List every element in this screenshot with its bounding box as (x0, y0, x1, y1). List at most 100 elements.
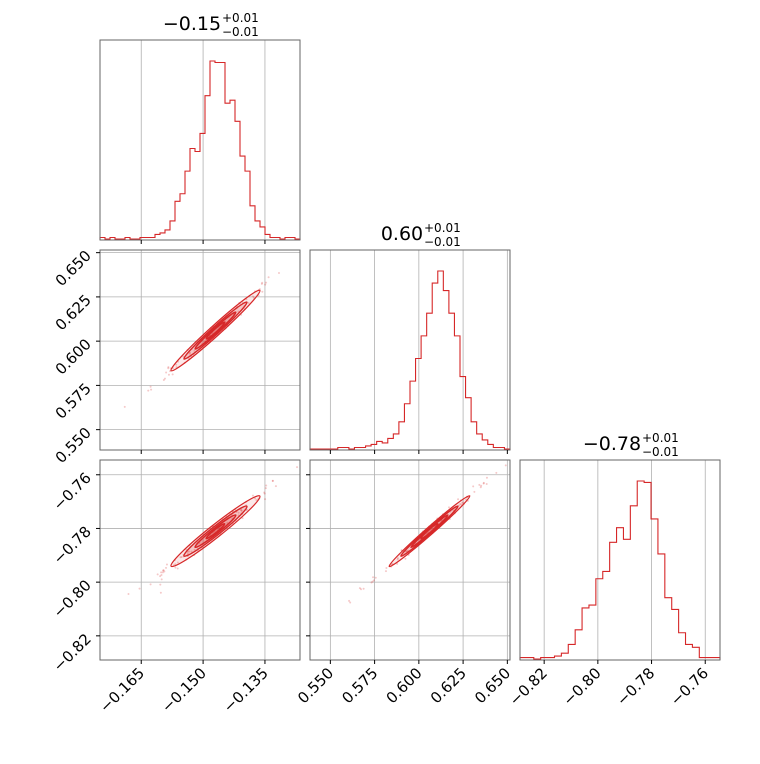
y-tick-label: −0.78 (50, 523, 95, 568)
sample-point (457, 498, 460, 501)
sample-point (163, 377, 166, 380)
sample-point (425, 532, 428, 535)
sample-point (149, 385, 152, 388)
panel-frame (99, 459, 301, 661)
density-contour (194, 514, 237, 549)
density-contour (183, 301, 248, 360)
panel-frame (99, 39, 301, 241)
sample-point (264, 487, 267, 490)
sample-point (263, 492, 266, 495)
sample-point (254, 497, 257, 500)
sample-point (263, 491, 266, 494)
sample-point (252, 295, 255, 298)
sample-point (159, 591, 162, 594)
x-tick-label: −0.150 (158, 664, 210, 716)
density-panel-1 (123, 271, 280, 408)
histogram-step-1 (99, 60, 301, 240)
sample-point (189, 351, 192, 354)
sample-point (396, 558, 399, 561)
sample-point (161, 571, 164, 574)
sample-point (188, 550, 191, 553)
sample-point (251, 494, 254, 497)
density-contour (194, 311, 237, 350)
sample-point (358, 587, 361, 590)
x-tick-label: −0.76 (667, 664, 712, 709)
sample-point (176, 561, 179, 564)
y-tick-label: 0.600 (52, 335, 95, 378)
sample-point (374, 576, 377, 579)
density-contour (388, 495, 471, 568)
y-tick-label: 0.650 (52, 247, 95, 290)
sample-point (360, 588, 363, 591)
sample-point (485, 483, 488, 486)
sample-point (261, 290, 264, 293)
density-panel-3 (348, 464, 507, 604)
sample-point (271, 480, 274, 483)
sample-point (240, 509, 243, 512)
panel-frame (309, 459, 511, 661)
sample-point (478, 483, 481, 486)
sample-point (159, 583, 162, 586)
sample-point (174, 563, 177, 566)
sample-point (179, 556, 182, 559)
sample-point (165, 371, 168, 374)
sample-point (180, 556, 183, 559)
sample-point (472, 485, 475, 488)
x-tick-label: 0.650 (471, 664, 514, 707)
sample-point (482, 482, 485, 485)
sample-point (482, 481, 485, 484)
sample-point (160, 574, 163, 577)
histogram-step-3 (519, 480, 721, 660)
sample-point (138, 587, 141, 590)
x-tick-label: 0.550 (294, 664, 337, 707)
sample-point (461, 501, 464, 504)
density-panel-2 (127, 466, 299, 595)
sample-point (237, 511, 240, 514)
y-tick-label: −0.82 (50, 630, 95, 675)
y-tick-label: −0.76 (50, 469, 95, 514)
panel-frame (309, 249, 511, 451)
sample-point (162, 379, 165, 382)
sample-point (404, 557, 407, 560)
x-tick-label: −0.165 (96, 664, 148, 716)
sample-point (265, 281, 268, 284)
sample-point (260, 282, 263, 285)
sample-point (156, 573, 159, 576)
sample-point (171, 373, 174, 376)
histogram-step-2 (309, 270, 511, 450)
sample-point (362, 587, 365, 590)
sample-point (226, 521, 229, 524)
sample-point (277, 271, 280, 274)
sample-point (160, 571, 163, 574)
sample-point (167, 367, 170, 370)
sample-point (159, 575, 162, 578)
density-contour (205, 522, 226, 540)
sample-point (349, 601, 352, 604)
sample-point (162, 569, 165, 572)
sample-point (240, 509, 243, 512)
sample-point (267, 276, 270, 279)
sample-point (162, 569, 165, 572)
sample-point (385, 566, 388, 569)
sample-point (123, 405, 126, 408)
x-tick-label: 0.600 (383, 664, 426, 707)
y-tick-label: 0.575 (52, 379, 95, 422)
y-tick-label: −0.80 (50, 576, 95, 621)
sample-point (167, 373, 170, 376)
sample-point (190, 550, 193, 553)
sample-point (348, 599, 351, 602)
sample-point (265, 484, 268, 487)
sample-point (495, 471, 498, 474)
sample-point (188, 352, 191, 355)
param-title-minus-3: −0.01 (642, 445, 679, 459)
sample-point (193, 548, 196, 551)
sample-point (372, 579, 375, 582)
x-tick-label: −0.82 (506, 664, 551, 709)
sample-point (371, 580, 374, 583)
sample-point (384, 570, 387, 573)
density-contour (170, 289, 261, 372)
y-tick-label: 0.550 (52, 424, 95, 467)
sample-point (258, 288, 261, 291)
